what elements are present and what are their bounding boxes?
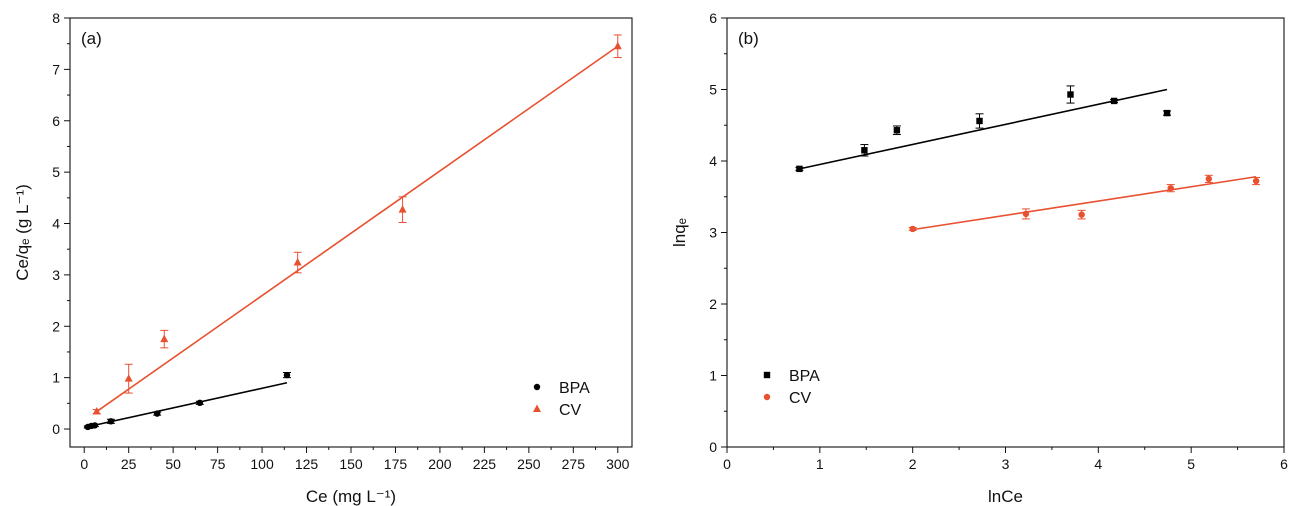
y-tick-label: 2 — [52, 318, 60, 334]
data-point — [153, 410, 161, 417]
data-point — [796, 165, 803, 173]
data-point — [91, 422, 99, 429]
x-tick-label: 2 — [909, 456, 917, 472]
panel-label: (b) — [738, 29, 759, 48]
legend-label: CV — [789, 390, 812, 407]
data-point — [976, 117, 983, 125]
data-point — [283, 371, 291, 379]
data-point — [909, 225, 916, 233]
panel-label: (a) — [81, 29, 102, 48]
x-tick-label: 50 — [165, 456, 181, 472]
y-tick-label: 5 — [709, 82, 717, 98]
series-bpa — [83, 371, 291, 431]
fit-line — [96, 45, 619, 413]
x-tick-label: 0 — [80, 456, 88, 472]
y-tick-label: 5 — [52, 164, 60, 180]
x-tick-label: 175 — [384, 456, 408, 472]
y-tick-label: 4 — [709, 153, 717, 169]
y-tick-label: 7 — [52, 61, 60, 77]
chart-panel-b: 0 1 2 3 4 5 6 0 1 2 3 4 5 6 lnCe lnqₑ (b) BPA CV — [670, 10, 1288, 506]
x-axis-title: lnCe — [988, 487, 1023, 506]
series-cv — [908, 174, 1261, 233]
chart-panel-a: 0 25 50 75 100 125 150 175 200 225 250 275 300 0 1 2 3 4 5… — [13, 10, 633, 506]
legend-marker — [533, 404, 541, 412]
x-tick-label: 100 — [250, 456, 274, 472]
y-tick-label: 6 — [709, 10, 717, 26]
x-tick-label: 5 — [1187, 456, 1195, 472]
y-axis-title: lnqₑ — [670, 218, 689, 247]
x-tick-label: 0 — [723, 456, 731, 472]
y-tick-label: 0 — [709, 439, 717, 455]
x-tick-label: 6 — [1280, 456, 1288, 472]
legend-label: BPA — [789, 368, 820, 385]
fit-line — [912, 175, 1257, 231]
y-tick-label: 3 — [709, 225, 717, 241]
y-tick-label: 6 — [52, 113, 60, 129]
series-bpa — [795, 85, 1172, 173]
x-tick-label: 275 — [562, 456, 586, 472]
y-tick-label: 1 — [52, 370, 60, 386]
y-tick-label: 0 — [52, 421, 60, 437]
legend-marker — [763, 371, 771, 379]
fit-line — [84, 381, 288, 429]
x-tick-label: 125 — [295, 456, 319, 472]
x-tick-label: 150 — [339, 456, 363, 472]
x-axis-title: Ce (mg L⁻¹) — [306, 487, 396, 506]
legend-label: BPA — [559, 380, 590, 397]
series-cv — [92, 34, 622, 415]
data-point — [1167, 184, 1174, 192]
data-point — [196, 399, 204, 407]
x-tick-label: 4 — [1094, 456, 1102, 472]
data-point — [107, 418, 115, 425]
data-point — [1022, 210, 1030, 218]
y-tick-label: 8 — [52, 10, 60, 26]
data-point — [861, 147, 868, 154]
y-tick-label: 4 — [52, 216, 60, 232]
data-point — [613, 41, 622, 50]
data-point — [92, 407, 101, 415]
y-tick-label: 2 — [709, 296, 717, 312]
data-point — [1067, 91, 1074, 98]
x-tick-label: 300 — [606, 456, 630, 472]
x-tick-label: 225 — [473, 456, 497, 472]
data-point — [1205, 175, 1213, 183]
y-axis-title: Ce/qₑ (g L⁻¹) — [13, 184, 32, 281]
y-tick-label: 1 — [709, 368, 717, 384]
x-tick-label: 25 — [121, 456, 137, 472]
data-point — [293, 258, 302, 266]
x-tick-label: 75 — [210, 456, 226, 472]
legend-marker — [533, 383, 541, 391]
data-point — [398, 205, 407, 213]
legend-marker — [763, 393, 771, 401]
data-point — [893, 127, 901, 134]
data-point — [1252, 177, 1260, 185]
data-point — [1110, 97, 1118, 105]
y-tick-label: 3 — [52, 267, 60, 283]
legend-label: CV — [559, 402, 582, 419]
data-point — [1163, 109, 1171, 117]
data-point — [160, 334, 169, 343]
x-tick-label: 3 — [1002, 456, 1010, 472]
x-tick-label: 250 — [517, 456, 541, 472]
x-tick-label: 200 — [428, 456, 452, 472]
x-tick-label: 1 — [816, 456, 824, 472]
data-point — [1078, 211, 1085, 218]
data-point — [124, 374, 133, 382]
